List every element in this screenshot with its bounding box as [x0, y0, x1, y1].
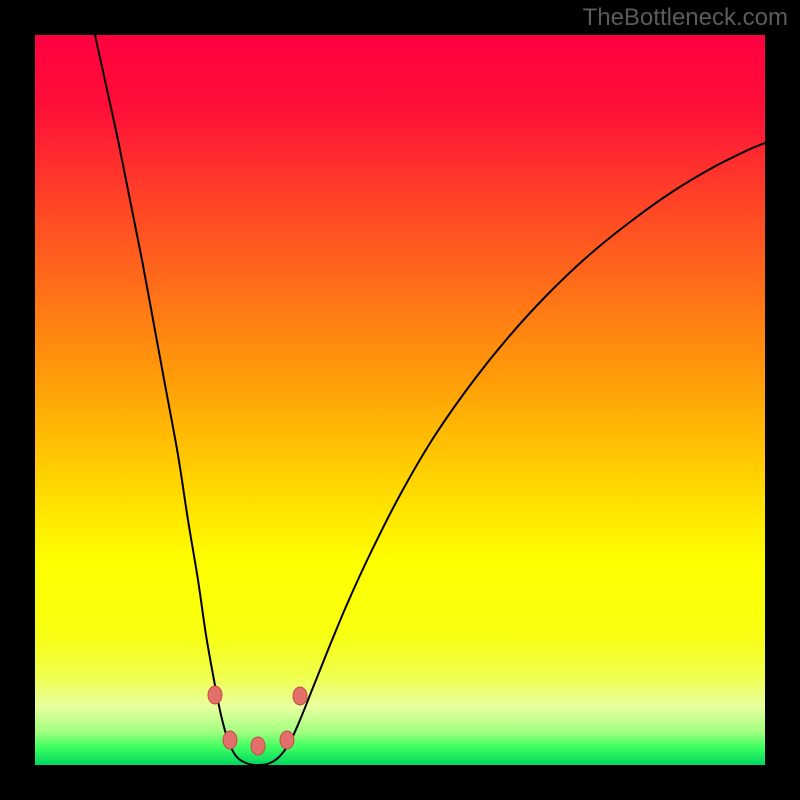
- watermark-text: TheBottleneck.com: [583, 4, 788, 32]
- curve-marker: [223, 731, 237, 749]
- curve-marker: [208, 686, 222, 704]
- chart-stage: TheBottleneck.com: [0, 0, 800, 800]
- curve-marker: [251, 737, 265, 755]
- curve-marker: [293, 687, 307, 705]
- curve-marker: [280, 731, 294, 749]
- bottleneck-chart: [0, 0, 800, 800]
- plot-background-gradient: [35, 35, 765, 765]
